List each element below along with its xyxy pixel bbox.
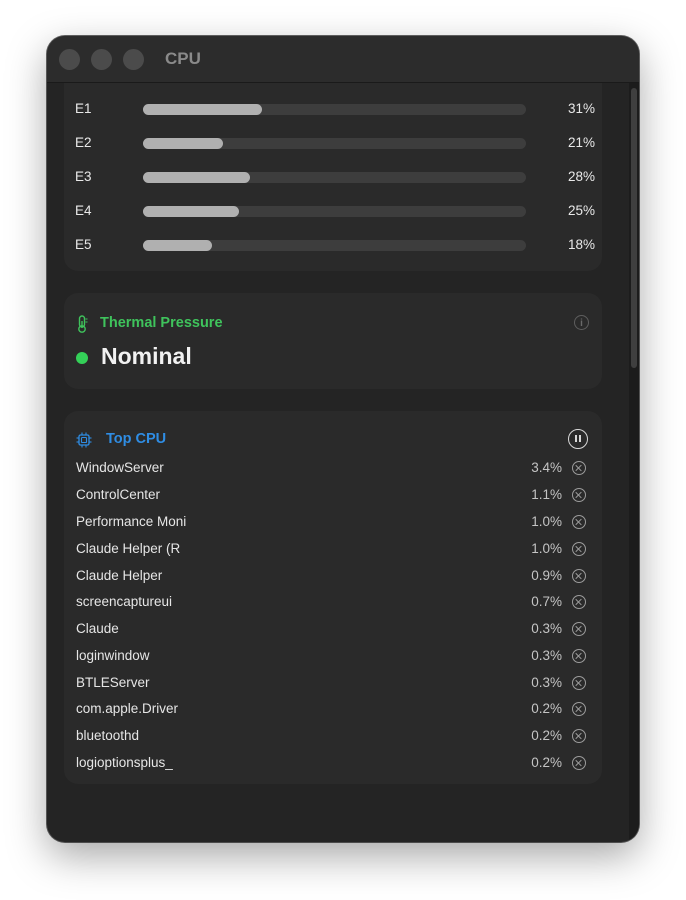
process-name: Claude — [76, 621, 119, 636]
close-circle-icon[interactable] — [572, 729, 586, 743]
core-usage-fill — [143, 206, 239, 217]
process-name: logioptionsplus_ — [76, 755, 173, 770]
close-window-button[interactable] — [59, 49, 80, 70]
process-cpu: 0.9% — [531, 568, 562, 583]
close-circle-icon[interactable] — [572, 461, 586, 475]
process-row: WindowServer 3.4% — [76, 457, 590, 479]
close-circle-icon[interactable] — [572, 515, 586, 529]
core-percent: 25% — [567, 203, 595, 218]
process-name: loginwindow — [76, 648, 150, 663]
core-percent: 31% — [567, 101, 595, 116]
scrollbar-track[interactable] — [629, 83, 639, 841]
thermometer-icon — [78, 315, 88, 333]
process-name: bluetoothd — [76, 728, 140, 743]
thermal-pressure-card: Thermal Pressure i Nominal — [64, 293, 602, 389]
core-usage-fill — [143, 138, 224, 149]
close-circle-icon[interactable] — [572, 756, 586, 770]
core-label: E5 — [75, 237, 92, 252]
process-row: Performance Moni 1.0% — [76, 511, 590, 533]
close-circle-icon[interactable] — [572, 488, 586, 502]
process-cpu: 0.2% — [531, 728, 562, 743]
cpu-chip-icon — [76, 432, 92, 448]
process-name: BTLEServer — [76, 675, 150, 690]
process-cpu: 0.2% — [531, 755, 562, 770]
process-cpu: 1.0% — [531, 514, 562, 529]
process-row: loginwindow 0.3% — [76, 645, 590, 667]
process-cpu: 0.2% — [531, 701, 562, 716]
process-cpu: 0.3% — [531, 648, 562, 663]
core-usage-fill — [143, 172, 251, 183]
scrollbar-thumb[interactable] — [631, 88, 637, 368]
process-cpu: 1.0% — [531, 541, 562, 556]
core-percent: 21% — [567, 135, 595, 150]
core-label: E1 — [75, 101, 92, 116]
core-usage-bar — [143, 172, 526, 183]
thermal-pressure-title: Thermal Pressure — [100, 315, 223, 331]
core-row: E1 31% — [75, 99, 595, 119]
zoom-window-button[interactable] — [123, 49, 144, 70]
close-circle-icon[interactable] — [572, 569, 586, 583]
minimize-window-button[interactable] — [91, 49, 112, 70]
title-bar: CPU — [47, 36, 639, 83]
process-row: ControlCenter 1.1% — [76, 484, 590, 506]
close-circle-icon[interactable] — [572, 676, 586, 690]
process-row: Claude Helper (R 1.0% — [76, 538, 590, 560]
process-name: Claude Helper — [76, 568, 163, 583]
process-row: screencaptureui 0.7% — [76, 591, 590, 613]
process-row: logioptionsplus_ 0.2% — [76, 752, 590, 774]
close-circle-icon[interactable] — [572, 622, 586, 636]
core-usage-card: E1 31% E2 21% E3 28% E4 25% E5 18% — [64, 83, 602, 271]
core-usage-bar — [143, 206, 526, 217]
process-row: BTLEServer 0.3% — [76, 672, 590, 694]
top-cpu-card: Top CPU WindowServer 3.4% ControlCenter … — [64, 411, 602, 784]
core-row: E4 25% — [75, 201, 595, 221]
process-row: bluetoothd 0.2% — [76, 725, 590, 747]
close-circle-icon[interactable] — [572, 702, 586, 716]
core-label: E4 — [75, 203, 92, 218]
process-name: com.apple.Driver — [76, 701, 179, 716]
process-cpu: 0.7% — [531, 594, 562, 609]
core-percent: 18% — [567, 237, 595, 252]
process-name: ControlCenter — [76, 487, 161, 502]
process-name: WindowServer — [76, 460, 164, 475]
process-cpu: 0.3% — [531, 621, 562, 636]
process-row: Claude 0.3% — [76, 618, 590, 640]
core-percent: 28% — [567, 169, 595, 184]
window-title: CPU — [165, 49, 201, 68]
process-name: Performance Moni — [76, 514, 187, 529]
thermal-status-value: Nominal — [101, 343, 192, 369]
process-row: com.apple.Driver 0.2% — [76, 698, 590, 720]
core-usage-fill — [143, 240, 212, 251]
close-circle-icon[interactable] — [572, 649, 586, 663]
pause-icon[interactable] — [568, 429, 588, 449]
info-icon[interactable]: i — [574, 315, 589, 330]
process-cpu: 1.1% — [531, 487, 562, 502]
close-circle-icon[interactable] — [572, 542, 586, 556]
core-label: E3 — [75, 169, 92, 184]
core-usage-bar — [143, 138, 526, 149]
close-circle-icon[interactable] — [572, 595, 586, 609]
process-name: screencaptureui — [76, 594, 173, 609]
process-row: Claude Helper 0.9% — [76, 565, 590, 587]
core-row: E2 21% — [75, 133, 595, 153]
process-cpu: 3.4% — [531, 460, 562, 475]
thermal-status-dot — [76, 352, 88, 364]
core-label: E2 — [75, 135, 92, 150]
core-usage-fill — [143, 104, 262, 115]
process-name: Claude Helper (R — [76, 541, 181, 556]
core-row: E3 28% — [75, 167, 595, 187]
core-row: E5 18% — [75, 235, 595, 255]
process-cpu: 0.3% — [531, 675, 562, 690]
cpu-window: CPU E1 31% E2 21% E3 28% E4 25% E5 18% — [47, 36, 639, 842]
core-usage-bar — [143, 104, 526, 115]
top-cpu-title: Top CPU — [106, 431, 167, 447]
core-usage-bar — [143, 240, 526, 251]
